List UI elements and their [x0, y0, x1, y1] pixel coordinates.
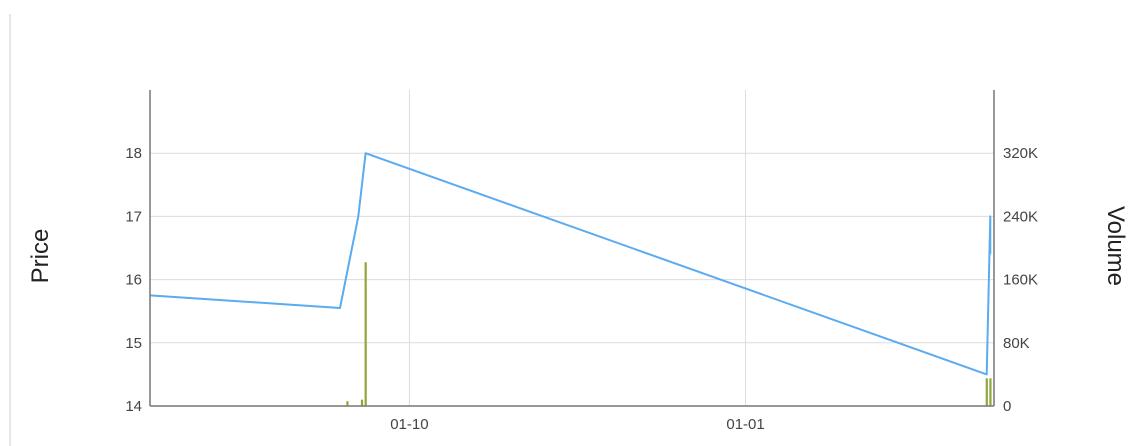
left-border-rule: [9, 14, 11, 446]
y2-axis-title: Volume: [1102, 206, 1129, 286]
volume-tick-labels: 0 80K 160K 240K 320K: [1003, 145, 1038, 415]
volume-tick-label: 160K: [1003, 272, 1038, 289]
price-line-path: [149, 152, 992, 376]
price-tick-labels: 14 15 16 17 18: [125, 145, 142, 415]
volume-bar-4: [989, 378, 992, 406]
price-line: [149, 152, 992, 376]
volume-tick-label: 320K: [1003, 145, 1038, 162]
date-tick-labels: 01-10 01-01: [390, 416, 765, 433]
price-tick-label: 18: [125, 145, 142, 162]
volume-bar-3: [985, 378, 988, 406]
price-tick-label: 16: [125, 272, 142, 289]
volume-bar-1: [360, 399, 364, 406]
volume-tick-label: 0: [1003, 398, 1011, 415]
volume-tick-label: 80K: [1003, 335, 1030, 352]
price-tick-label: 15: [125, 335, 142, 352]
grid-lines: [150, 90, 994, 407]
volume-bar-2: [364, 262, 367, 406]
axes: [149, 90, 995, 407]
price-tick-label: 14: [125, 398, 142, 415]
date-tick-label: 01-10: [390, 416, 428, 433]
volume-bar-0: [346, 401, 349, 406]
volume-bars: [346, 262, 992, 406]
date-tick-label: 01-01: [726, 416, 764, 433]
price-tick-label: 17: [125, 208, 142, 225]
volume-tick-label: 240K: [1003, 208, 1038, 225]
y-axis-title: Price: [27, 229, 54, 284]
